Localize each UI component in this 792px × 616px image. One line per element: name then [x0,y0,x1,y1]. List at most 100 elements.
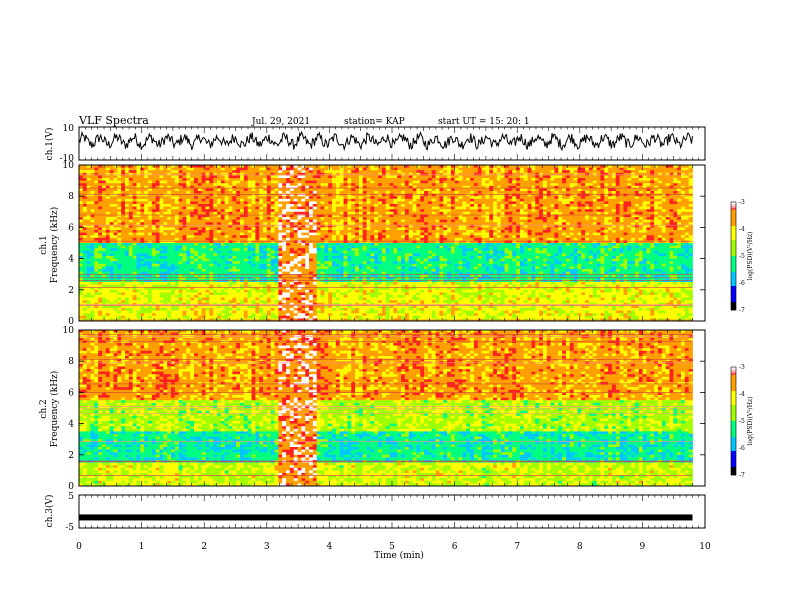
spectrogram-cell [133,253,137,256]
spectrogram-cell [186,290,190,293]
spectrogram-cell [355,272,359,275]
spectrogram-cell [190,204,194,207]
spectrogram-cell [209,170,213,173]
spectrogram-cell [171,209,175,212]
spectrogram-cell [140,238,144,241]
spectrogram-cell [351,238,355,241]
spectrogram-cell [244,313,248,316]
spectrogram-cell [152,246,156,249]
spectrogram-cell [167,240,171,243]
spectrogram-cell [332,178,336,181]
spectrogram-cell [347,191,351,194]
spectrogram-cell [359,222,363,225]
spectrogram-cell [367,259,371,262]
spectrogram-cell [370,266,374,269]
spectrogram-cell [259,308,263,311]
spectrogram-cell [117,305,121,308]
spectrogram-cell [313,170,317,173]
spectrogram-cell [198,316,202,319]
spectrogram-cell [259,269,263,272]
spectrogram-cell [179,313,183,316]
spectrogram-cell [175,266,179,269]
spectrogram-cell [144,269,148,272]
spectrogram-cell [324,295,328,298]
spectrogram-cell [286,204,290,207]
spectrogram-cell [206,308,210,311]
spectrogram-cell [229,188,233,191]
spectrogram-cell [351,220,355,223]
spectrogram-cell [194,196,198,199]
spectrogram-cell [140,269,144,272]
spectrogram-cell [355,209,359,212]
spectrogram-cell [378,264,382,267]
spectrogram-cell [363,292,367,295]
spectrogram-cell [244,300,248,303]
spectrogram-cell [129,269,133,272]
spectrogram-cell [110,248,114,251]
spectrogram-cell [305,191,309,194]
spectrogram-cell [133,230,137,233]
spectrogram-cell [160,194,164,197]
spectrogram-cell [271,191,275,194]
spectrogram-cell [102,277,106,280]
spectrogram-cell [163,295,167,298]
spectrogram-cell [317,253,321,256]
spectrogram-cell [382,220,386,223]
spectrogram-cell [282,194,286,197]
spectrogram-cell [117,300,121,303]
spectrogram-cell [298,311,302,314]
spectrogram-cell [171,230,175,233]
spectrogram-cell [317,194,321,197]
spectrogram-cell [186,222,190,225]
spectrogram-cell [91,290,95,293]
spectrogram-cell [271,264,275,267]
spectrogram-cell [290,168,294,171]
spectrogram-cell [144,253,148,256]
spectrogram-cell [229,199,233,202]
spectrogram-cell [110,243,114,246]
spectrogram-cell [290,248,294,251]
spectrogram-cell [144,240,148,243]
spectrogram-cell [271,248,275,251]
spectrogram-cell [244,243,248,246]
spectrogram-cell [298,181,302,184]
spectrogram-cell [217,188,221,191]
spectrogram-cell [370,217,374,220]
spectrogram-cell [355,201,359,204]
spectrogram-cell [378,253,382,256]
spectrogram-cell [248,212,252,215]
spectrogram-cell [240,261,244,264]
spectrogram-cell [221,212,225,215]
spectrogram-cell [114,201,118,204]
spectrogram-cell [110,173,114,176]
spectrogram-cell [294,183,298,186]
spectrogram-cell [317,230,321,233]
spectrogram-cell [332,259,336,262]
spectrogram-cell [321,305,325,308]
spectrogram-cell [336,246,340,249]
spectrogram-cell [344,285,348,288]
spectrogram-cell [282,220,286,223]
spectrogram-cell [225,264,229,267]
spectrogram-cell [198,199,202,202]
spectrogram-cell [225,272,229,275]
spectrogram-cell [133,238,137,241]
spectrogram-cell [117,209,121,212]
spectrogram-cell [79,246,83,249]
spectrogram-cell [91,240,95,243]
spectrogram-cell [232,253,236,256]
spectrogram-cell [186,248,190,251]
spectrogram-cell [190,264,194,267]
spectrogram-cell [290,266,294,269]
spectrogram-cell [198,251,202,254]
spectrogram-cell [110,316,114,319]
spectrogram-cell [359,277,363,280]
spectrogram-cell [378,246,382,249]
spectrogram-cell [240,313,244,316]
spectrogram-cell [163,168,167,171]
spectrogram-cell [221,311,225,314]
spectrogram-cell [140,207,144,210]
date-label: Jul. 29, 2021 [251,117,310,127]
spectrogram-cell [225,212,229,215]
spectrogram-cell [163,277,167,280]
